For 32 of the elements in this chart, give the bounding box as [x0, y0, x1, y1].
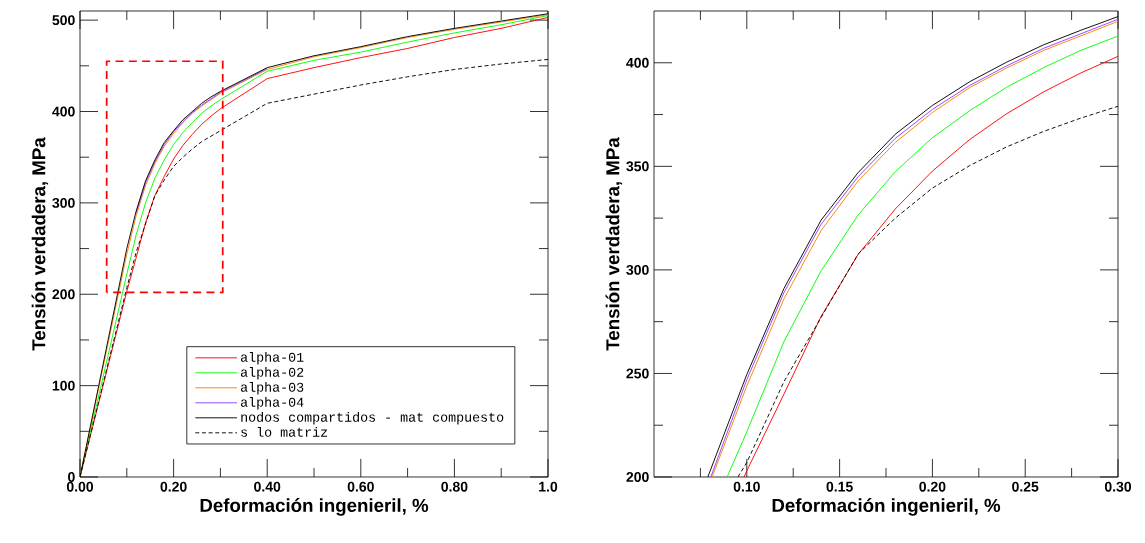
legend-label: s lo matriz	[241, 426, 328, 437]
x-tick-label: 0.15	[826, 481, 853, 492]
x-tick-label: 0.25	[1012, 481, 1039, 492]
legend-label: alpha-04	[240, 396, 304, 410]
y-tick-label: 400	[626, 57, 649, 68]
y-tick-label: 200	[52, 289, 75, 300]
y-tick-label: 250	[626, 368, 649, 379]
x-tick-label: 0.10	[733, 481, 760, 492]
y-tick-label: 0	[68, 472, 75, 482]
y-tick-label: 400	[52, 106, 75, 117]
x-axis-title: Deformación ingenieril, %	[772, 498, 1001, 516]
y-tick-label: 200	[626, 472, 649, 482]
x-tick-label: 0.80	[441, 481, 468, 492]
x-tick-label: 0.30	[1104, 481, 1132, 492]
y-axis-title: Tensión verdadera, MPa	[31, 137, 49, 351]
x-tick-label: 0.20	[919, 481, 946, 492]
legend-label: nodos compartidos - mat compuesto	[241, 411, 504, 425]
x-tick-label: 0.20	[160, 481, 187, 492]
y-tick-label: 500	[52, 15, 75, 26]
x-tick-label: 0.00	[66, 481, 94, 492]
y-tick-label: 100	[52, 380, 75, 391]
x-tick-label: 1.0	[539, 481, 558, 492]
y-axis-title: Tensión verdadera, MPa	[605, 137, 623, 351]
y-tick-label: 300	[52, 197, 75, 208]
legend-label: alpha-03	[240, 382, 304, 395]
legend-label: alpha-02	[240, 367, 304, 380]
y-tick-label: 350	[626, 161, 649, 172]
x-tick-label: 0.40	[254, 481, 281, 492]
x-tick-label: 0.60	[347, 481, 374, 492]
y-tick-label: 300	[626, 264, 649, 275]
legend-label: alpha-01	[240, 352, 304, 365]
x-axis-title: Deformación ingenieril, %	[200, 498, 429, 516]
